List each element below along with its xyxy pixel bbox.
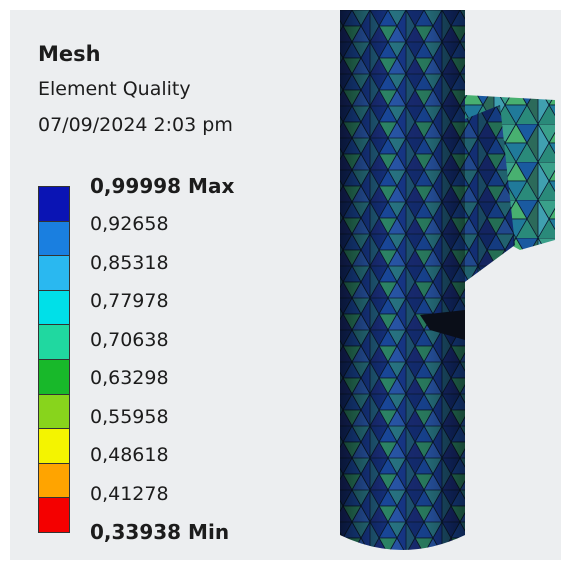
legend-label: 0,99998 Max xyxy=(90,174,234,198)
legend-swatch xyxy=(38,186,70,222)
legend-label: 0,92658 xyxy=(90,213,169,235)
legend-label: 0,48618 xyxy=(90,444,169,466)
legend-label: 0,41278 xyxy=(90,483,169,505)
legend-label: 0,63298 xyxy=(90,367,169,389)
legend-label: 0,77978 xyxy=(90,290,169,312)
legend-swatch xyxy=(38,463,70,499)
legend: 0,99998 Max 0,92658 0,85318 0,77978 0,70638 0… xyxy=(10,10,290,560)
page: {"header": {"title": "Mesh", "subtitle":… xyxy=(0,0,571,570)
legend-swatch xyxy=(38,497,70,533)
legend-label: 0,33938 Min xyxy=(90,520,229,544)
pipe-shade xyxy=(340,10,465,550)
legend-swatch xyxy=(38,359,70,395)
legend-swatch xyxy=(38,428,70,464)
legend-label: 0,85318 xyxy=(90,252,169,274)
legend-swatch xyxy=(38,221,70,257)
legend-swatch xyxy=(38,394,70,430)
legend-swatch xyxy=(38,324,70,360)
legend-swatch xyxy=(38,290,70,326)
legend-label: 0,55958 xyxy=(90,406,169,428)
legend-label: 0,70638 xyxy=(90,329,169,351)
viewport: Mesh Element Quality 07/09/2024 2:03 pm … xyxy=(10,10,561,560)
legend-swatch xyxy=(38,255,70,291)
